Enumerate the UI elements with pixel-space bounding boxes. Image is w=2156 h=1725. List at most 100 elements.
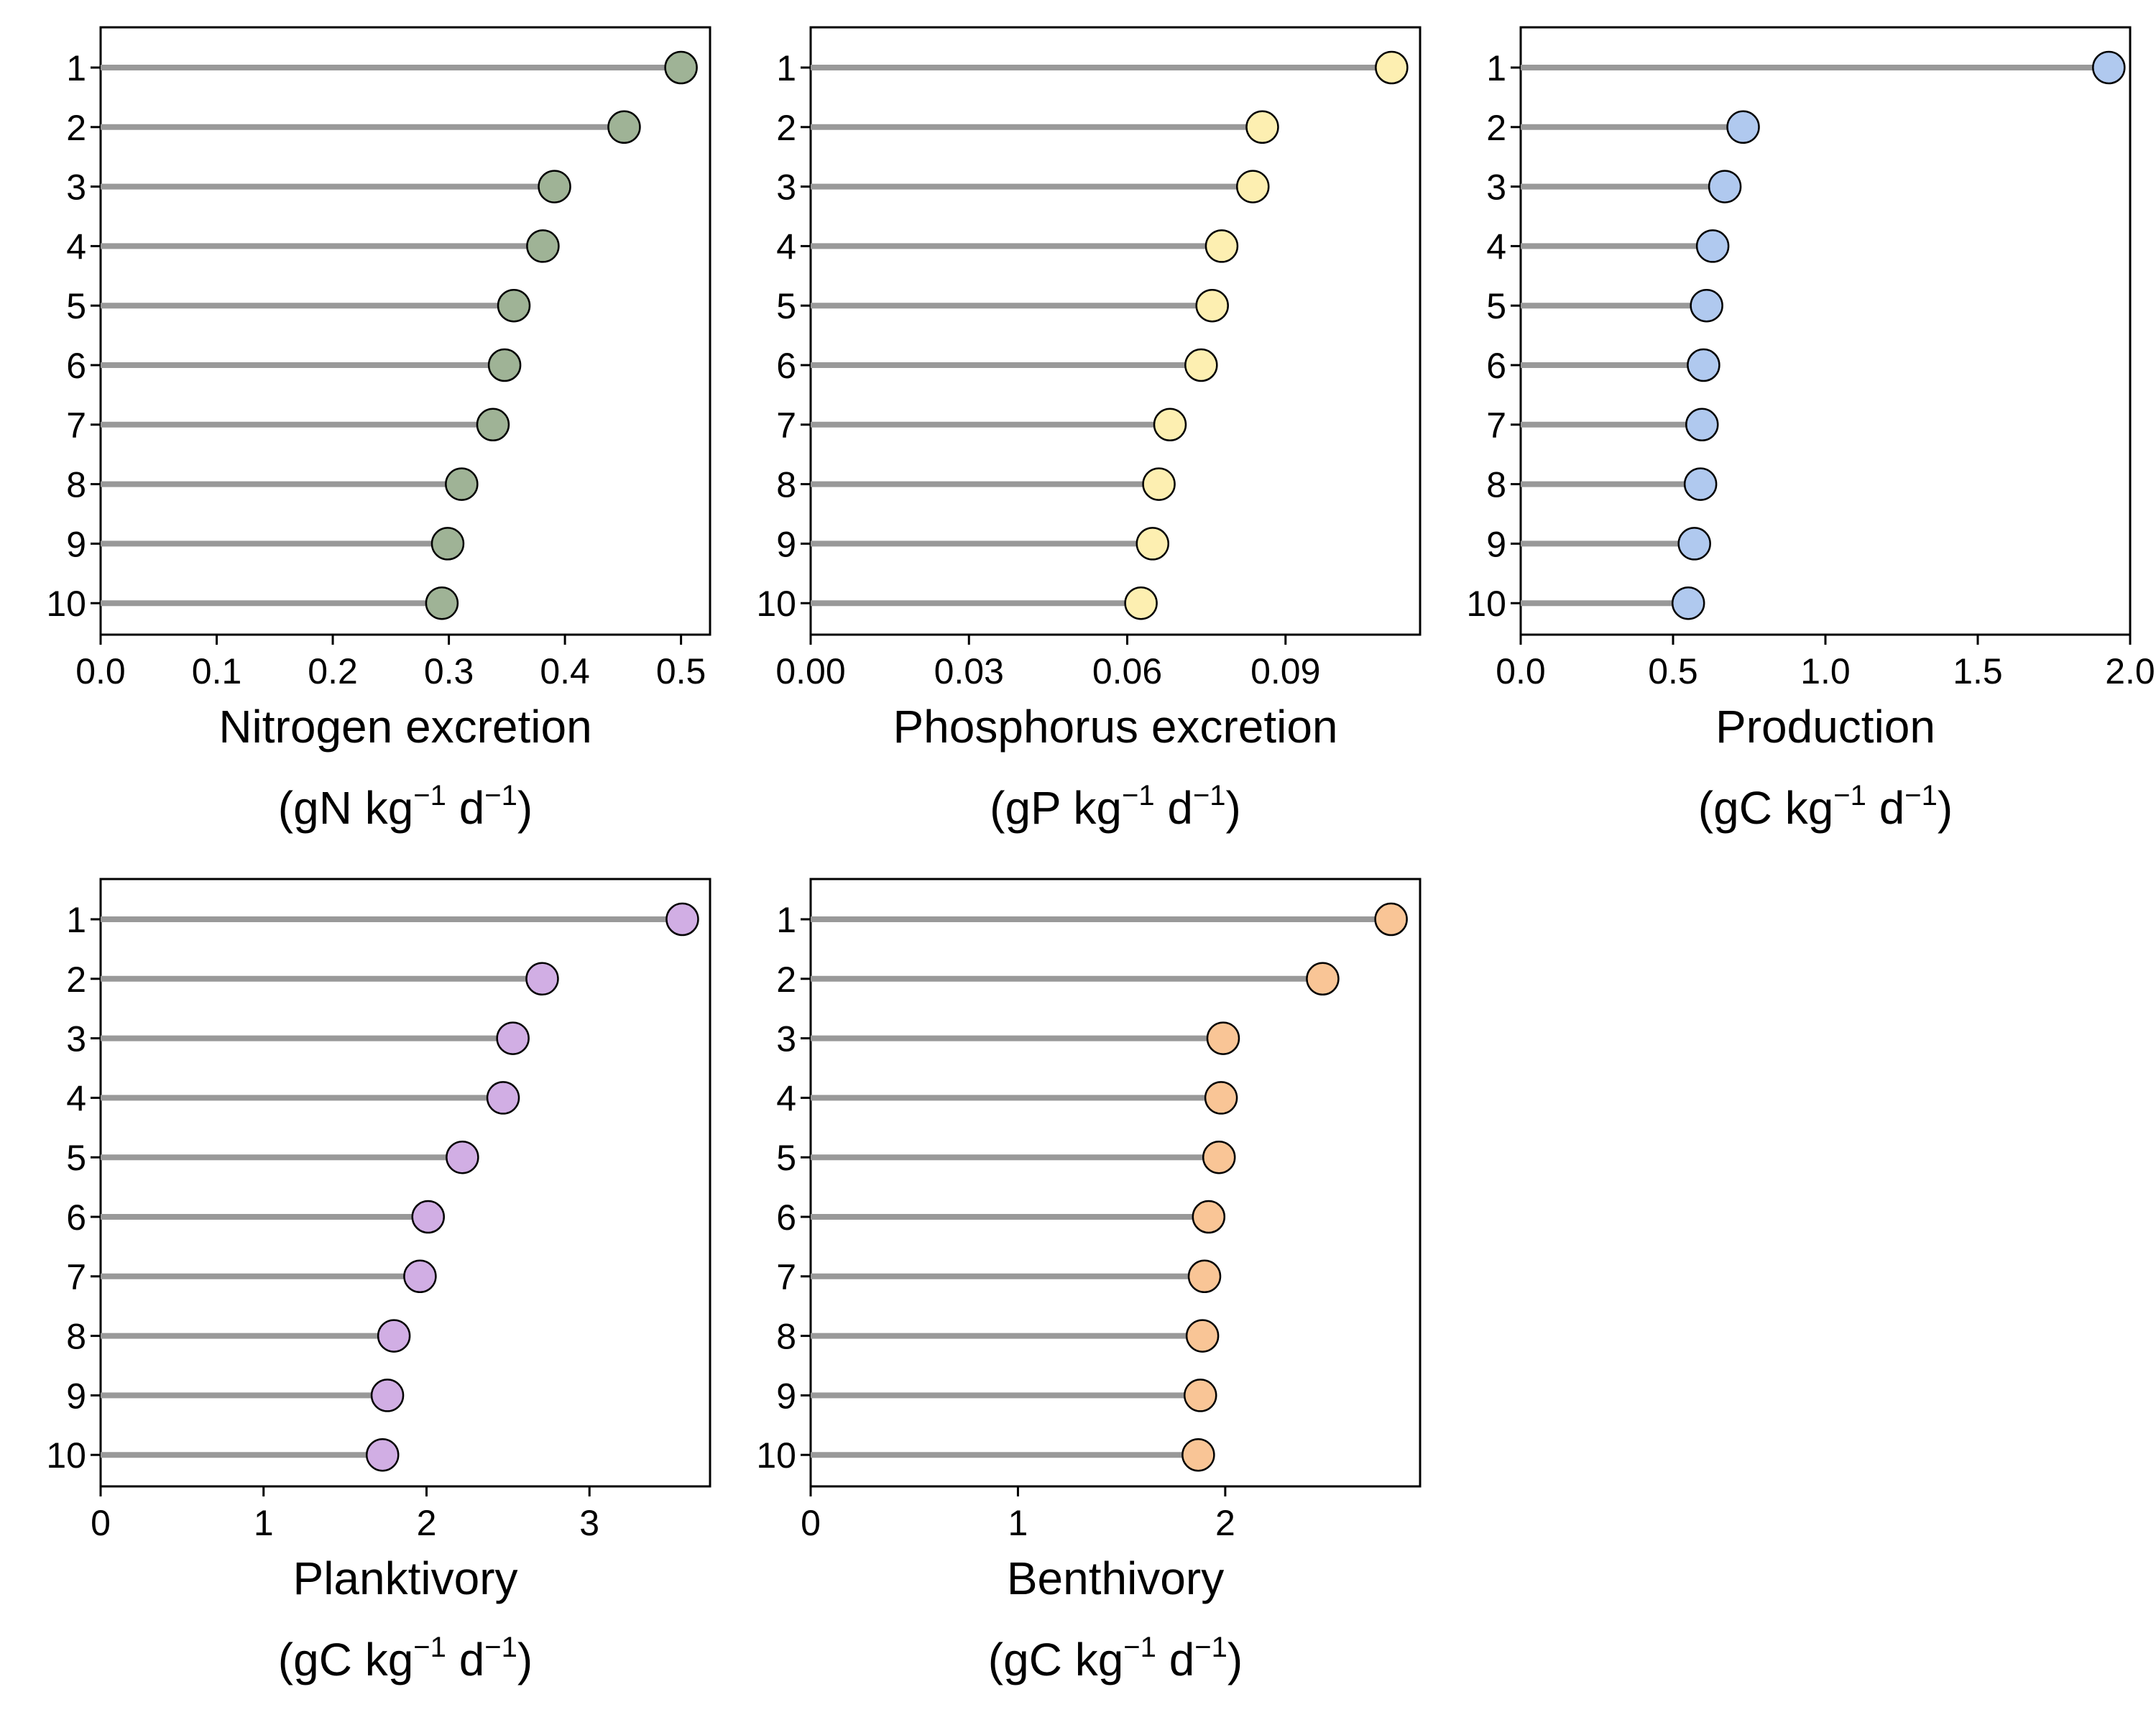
nitrogen-excretion-marker-7	[476, 408, 510, 442]
production-marker-1	[2092, 50, 2126, 85]
nitrogen-excretion-marker-1	[664, 50, 698, 85]
benthivory-ytick-label-2: 2	[776, 960, 796, 1000]
production-marker-8	[1683, 467, 1718, 501]
nitrogen-excretion-xtick-label-2: 0.2	[308, 651, 358, 691]
benthivory-axis-title: Benthivory	[1007, 1552, 1224, 1604]
planktivory-ytick-label-10: 10	[46, 1435, 86, 1476]
nitrogen-excretion-ytick-label-4: 4	[66, 226, 86, 267]
nitrogen-excretion-ytick-label-10: 10	[46, 584, 86, 624]
production-xtick-label-4: 2.0	[2105, 651, 2155, 691]
phosphorus-excretion-marker-3	[1236, 170, 1270, 203]
benthivory-marker-10	[1181, 1438, 1215, 1472]
planktivory-axes-frame	[99, 878, 711, 1488]
planktivory-ytick-label-8: 8	[66, 1317, 86, 1357]
planktivory-marker-8	[377, 1319, 411, 1353]
panel-nitrogen-excretion: 1 2 3 4 5 6 7 8 9 10 0.0 0.1 0.2 0.3 0.4 0.5 Nitrogen ex…	[46, 26, 711, 834]
production-marker-7	[1685, 408, 1719, 442]
panel-planktivory: 1 2 3 4 5 6 7 8 9 100 1 2 3 Planktivory (gC kg−1 d−1)	[46, 878, 711, 1685]
nitrogen-excretion-axis-title: Nitrogen excretion	[218, 701, 591, 753]
nitrogen-excretion-ytick-label-8: 8	[66, 465, 86, 505]
production-marker-9	[1677, 527, 1711, 561]
nitrogen-excretion-marker-5	[497, 288, 531, 323]
planktivory-marker-4	[486, 1081, 520, 1115]
production-ytick-label-9: 9	[1486, 524, 1506, 564]
benthivory-marker-3	[1206, 1021, 1240, 1055]
production-marker-3	[1708, 170, 1742, 203]
production-xtick-label-0: 0.0	[1496, 651, 1546, 691]
production-ytick-label-10: 10	[1466, 584, 1506, 624]
production-ytick-label-4: 4	[1486, 226, 1506, 267]
nitrogen-excretion-ytick-label-7: 7	[66, 405, 86, 446]
benthivory-ytick-label-6: 6	[776, 1197, 796, 1238]
production-marker-4	[1695, 229, 1730, 263]
phosphorus-excretion-axis-unit: (gP kg−1 d−1)	[990, 780, 1241, 834]
benthivory-axis-unit: (gC kg−1 d−1)	[988, 1632, 1243, 1685]
phosphorus-excretion-ytick-label-7: 7	[776, 405, 796, 446]
benthivory-marker-8	[1185, 1319, 1220, 1353]
benthivory-marker-6	[1192, 1200, 1226, 1234]
phosphorus-excretion-ytick-label-9: 9	[776, 524, 796, 564]
planktivory-xtick-label-1: 1	[254, 1503, 274, 1543]
production-marker-10	[1671, 586, 1705, 620]
planktivory-marker-1	[665, 902, 699, 937]
planktivory-ytick-label-1: 1	[66, 900, 86, 940]
planktivory-marker-10	[366, 1438, 400, 1472]
panel-production: 1 2 3 4 5 6 7 8 9 10 0.0 0.5 1.0 1.5 2.0 Production (gC …	[1466, 26, 2155, 834]
benthivory-xtick-label-2: 2	[1215, 1503, 1235, 1543]
benthivory-ytick-label-10: 10	[756, 1435, 796, 1476]
phosphorus-excretion-ytick-label-3: 3	[776, 167, 796, 208]
nitrogen-excretion-marker-9	[430, 527, 465, 561]
nitrogen-excretion-marker-6	[487, 348, 522, 382]
nitrogen-excretion-marker-3	[538, 170, 571, 203]
phosphorus-excretion-ytick-label-4: 4	[776, 226, 796, 267]
production-ytick-label-7: 7	[1486, 405, 1506, 446]
planktivory-ytick-label-5: 5	[66, 1138, 86, 1178]
planktivory-marker-2	[525, 962, 559, 996]
nitrogen-excretion-xtick-label-1: 0.1	[192, 651, 242, 691]
benthivory-marker-7	[1187, 1259, 1222, 1294]
nitrogen-excretion-marker-2	[607, 110, 641, 144]
phosphorus-excretion-marker-8	[1142, 467, 1176, 501]
phosphorus-excretion-marker-2	[1245, 110, 1279, 144]
planktivory-ytick-label-3: 3	[66, 1019, 86, 1059]
nitrogen-excretion-xtick-label-3: 0.3	[424, 651, 474, 691]
phosphorus-excretion-marker-10	[1124, 586, 1158, 620]
nitrogen-excretion-axes-frame	[99, 26, 711, 636]
benthivory-marker-4	[1204, 1081, 1238, 1115]
nitrogen-excretion-marker-10	[425, 586, 459, 620]
production-ytick-label-2: 2	[1486, 108, 1506, 148]
benthivory-ytick-label-1: 1	[776, 900, 796, 940]
phosphorus-excretion-xtick-label-3: 0.09	[1250, 651, 1320, 691]
benthivory-ytick-label-9: 9	[776, 1376, 796, 1416]
panel-benthivory: 1 2 3 4 5 6 7 8 9 100 1 2 Benthivory (gC kg−1 d−1)	[756, 878, 1422, 1685]
planktivory-marker-5	[446, 1140, 479, 1174]
nitrogen-excretion-xtick-label-0: 0.0	[75, 651, 126, 691]
nitrogen-excretion-marker-4	[526, 229, 560, 263]
planktivory-ytick-label-4: 4	[66, 1078, 86, 1118]
nitrogen-excretion-ytick-label-3: 3	[66, 167, 86, 208]
nitrogen-excretion-ytick-label-2: 2	[66, 108, 86, 148]
production-axis-title: Production	[1715, 701, 1935, 753]
planktivory-ytick-label-9: 9	[66, 1376, 86, 1416]
benthivory-axes-frame	[809, 878, 1422, 1488]
benthivory-ytick-label-7: 7	[776, 1257, 796, 1297]
phosphorus-excretion-marker-4	[1204, 229, 1239, 263]
production-marker-6	[1687, 348, 1720, 382]
phosphorus-excretion-ytick-label-6: 6	[776, 346, 796, 386]
planktivory-xtick-label-3: 3	[579, 1503, 599, 1543]
phosphorus-excretion-ytick-label-10: 10	[756, 584, 796, 624]
production-ytick-label-8: 8	[1486, 465, 1506, 505]
nitrogen-excretion-xtick-label-5: 0.5	[656, 651, 706, 691]
nitrogen-excretion-ytick-label-5: 5	[66, 286, 86, 326]
planktivory-marker-7	[403, 1259, 437, 1294]
production-axis-unit: (gC kg−1 d−1)	[1698, 780, 1953, 834]
benthivory-ytick-label-5: 5	[776, 1138, 796, 1178]
planktivory-xtick-label-0: 0	[91, 1503, 111, 1543]
nitrogen-excretion-xtick-label-4: 0.4	[540, 651, 590, 691]
planktivory-axis-title: Planktivory	[293, 1552, 518, 1604]
planktivory-marker-6	[411, 1200, 445, 1234]
phosphorus-excretion-ytick-label-2: 2	[776, 108, 796, 148]
phosphorus-excretion-marker-9	[1135, 527, 1170, 561]
phosphorus-excretion-marker-1	[1375, 50, 1409, 85]
